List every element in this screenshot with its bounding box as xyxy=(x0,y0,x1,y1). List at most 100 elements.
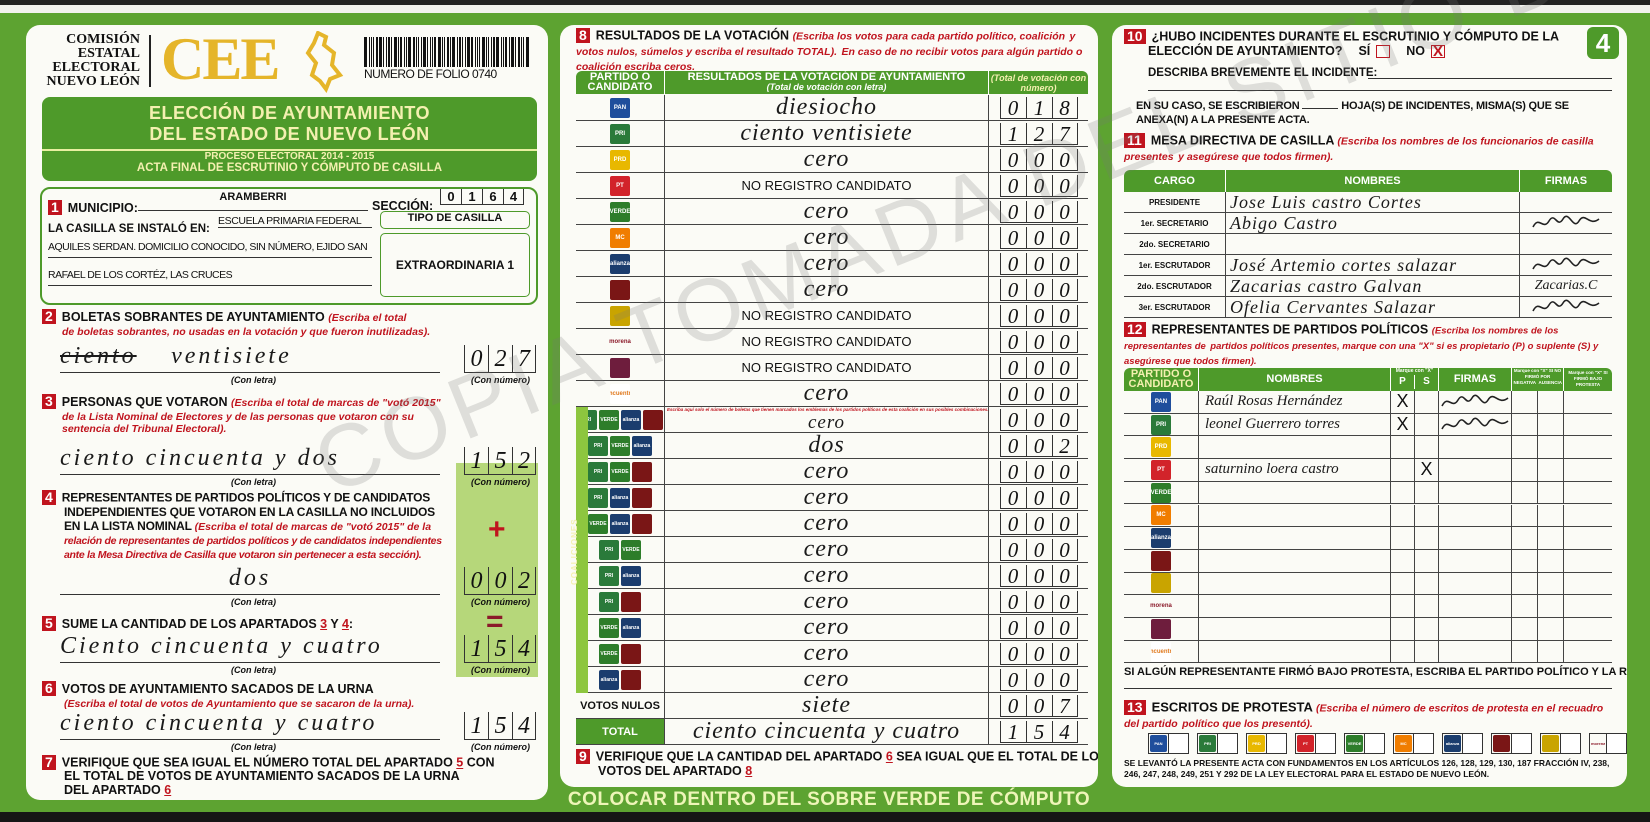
propietario-cell[interactable] xyxy=(1391,640,1415,663)
nombre-cell[interactable] xyxy=(1199,504,1391,527)
suplente-cell[interactable] xyxy=(1415,640,1439,663)
nombre-cell[interactable] xyxy=(1226,234,1520,254)
protest-count-field[interactable] xyxy=(1364,734,1384,753)
incident-field-2[interactable] xyxy=(1148,83,1612,91)
propietario-cell[interactable] xyxy=(1391,572,1415,595)
nombre-cell[interactable]: Zacarias castro Galvan xyxy=(1226,276,1520,296)
propietario-cell[interactable] xyxy=(1391,459,1415,481)
nombre-cell[interactable] xyxy=(1199,436,1391,459)
negativa-cell[interactable] xyxy=(1512,436,1538,459)
suplente-cell[interactable] xyxy=(1415,572,1439,595)
ausencia-cell[interactable] xyxy=(1538,595,1564,617)
propietario-cell[interactable] xyxy=(1391,481,1415,504)
protest-reason-field[interactable] xyxy=(1124,681,1612,689)
propietario-cell[interactable] xyxy=(1391,595,1415,617)
nombre-cell[interactable]: saturnino loera castro xyxy=(1199,459,1391,481)
negativa-cell[interactable] xyxy=(1512,481,1538,504)
ausencia-cell[interactable] xyxy=(1538,572,1564,595)
nombre-cell[interactable]: Ofelia Cervantes Salazar xyxy=(1226,297,1520,317)
protest-count-field[interactable] xyxy=(1560,734,1580,753)
protest-box[interactable] xyxy=(1540,733,1581,754)
suplente-cell[interactable] xyxy=(1415,391,1439,413)
protest-box[interactable]: VERDE xyxy=(1344,733,1385,754)
protest-box[interactable] xyxy=(1491,733,1532,754)
negativa-cell[interactable] xyxy=(1512,640,1538,663)
propietario-cell[interactable] xyxy=(1391,549,1415,572)
propietario-cell[interactable]: X xyxy=(1391,413,1415,436)
suplente-cell[interactable]: X xyxy=(1415,459,1439,481)
negativa-cell[interactable] xyxy=(1512,413,1538,436)
negativa-cell[interactable] xyxy=(1512,527,1538,549)
ausencia-cell[interactable] xyxy=(1538,481,1564,504)
bajo-protesta-cell[interactable] xyxy=(1564,641,1612,663)
suplente-cell[interactable] xyxy=(1415,413,1439,436)
nombre-cell[interactable]: Raúl Rosas Hernández xyxy=(1199,391,1391,413)
negativa-cell[interactable] xyxy=(1512,618,1538,640)
suplente-cell[interactable] xyxy=(1415,527,1439,549)
protest-box[interactable]: alianza xyxy=(1442,733,1483,754)
nombre-cell[interactable] xyxy=(1199,618,1391,640)
protest-count-field[interactable] xyxy=(1413,734,1433,753)
bajo-protesta-cell[interactable] xyxy=(1564,527,1612,549)
protest-count-field[interactable] xyxy=(1217,734,1237,753)
bajo-protesta-cell[interactable] xyxy=(1564,505,1612,527)
bajo-protesta-cell[interactable] xyxy=(1564,459,1612,481)
suplente-cell[interactable] xyxy=(1415,549,1439,572)
bajo-protesta-cell[interactable] xyxy=(1564,550,1612,572)
protest-count-field[interactable] xyxy=(1462,734,1482,753)
nombre-cell[interactable] xyxy=(1199,572,1391,595)
ausencia-cell[interactable] xyxy=(1538,549,1564,572)
suplente-cell[interactable] xyxy=(1415,595,1439,617)
protest-count-field[interactable] xyxy=(1168,734,1188,753)
si-checkbox[interactable] xyxy=(1376,44,1391,58)
bajo-protesta-cell[interactable] xyxy=(1564,436,1612,458)
nombre-cell[interactable]: leonel Guerrero torres xyxy=(1199,413,1391,436)
bajo-protesta-cell[interactable] xyxy=(1564,391,1612,413)
bajo-protesta-cell[interactable] xyxy=(1564,414,1612,436)
ausencia-cell[interactable] xyxy=(1538,527,1564,549)
ausencia-cell[interactable] xyxy=(1538,640,1564,663)
nombre-cell[interactable] xyxy=(1199,527,1391,549)
propietario-cell[interactable] xyxy=(1391,504,1415,527)
suplente-cell[interactable] xyxy=(1415,618,1439,640)
bajo-protesta-cell[interactable] xyxy=(1564,595,1612,617)
suplente-cell[interactable] xyxy=(1415,481,1439,504)
negativa-cell[interactable] xyxy=(1512,391,1538,413)
no-checkbox[interactable]: X xyxy=(1431,42,1446,60)
suplente-cell[interactable] xyxy=(1415,504,1439,527)
incident-field[interactable] xyxy=(1368,65,1612,79)
protest-count-field[interactable] xyxy=(1266,734,1286,753)
propietario-cell[interactable]: X xyxy=(1391,391,1415,413)
negativa-cell[interactable] xyxy=(1512,595,1538,617)
ausencia-cell[interactable] xyxy=(1538,436,1564,459)
negativa-cell[interactable] xyxy=(1512,549,1538,572)
negativa-cell[interactable] xyxy=(1512,572,1538,595)
ausencia-cell[interactable] xyxy=(1538,504,1564,527)
ausencia-cell[interactable] xyxy=(1538,391,1564,413)
protest-box[interactable]: MC xyxy=(1393,733,1434,754)
protest-count-field[interactable] xyxy=(1606,734,1627,753)
bajo-protesta-cell[interactable] xyxy=(1564,573,1612,595)
suplente-cell[interactable] xyxy=(1415,436,1439,459)
nombre-cell[interactable]: Abigo Castro xyxy=(1226,213,1520,233)
negativa-cell[interactable] xyxy=(1512,504,1538,527)
protest-count-field[interactable] xyxy=(1511,734,1531,753)
protest-box[interactable]: PRD xyxy=(1246,733,1287,754)
ausencia-cell[interactable] xyxy=(1538,413,1564,436)
nombre-cell[interactable] xyxy=(1199,481,1391,504)
protest-count-field[interactable] xyxy=(1315,734,1335,753)
protest-box[interactable]: PRI xyxy=(1197,733,1238,754)
propietario-cell[interactable] xyxy=(1391,618,1415,640)
ausencia-cell[interactable] xyxy=(1538,459,1564,481)
negativa-cell[interactable] xyxy=(1512,459,1538,481)
nombre-cell[interactable]: Jose Luis castro Cortes xyxy=(1226,192,1520,212)
protest-box[interactable]: morena xyxy=(1589,733,1627,754)
nombre-cell[interactable] xyxy=(1199,640,1391,663)
sheets-count-field[interactable] xyxy=(1302,108,1339,109)
nombre-cell[interactable] xyxy=(1199,549,1391,572)
ausencia-cell[interactable] xyxy=(1538,618,1564,640)
propietario-cell[interactable] xyxy=(1391,527,1415,549)
bajo-protesta-cell[interactable] xyxy=(1564,482,1612,504)
propietario-cell[interactable] xyxy=(1391,436,1415,459)
nombre-cell[interactable]: José Artemio cortes salazar xyxy=(1226,255,1520,275)
